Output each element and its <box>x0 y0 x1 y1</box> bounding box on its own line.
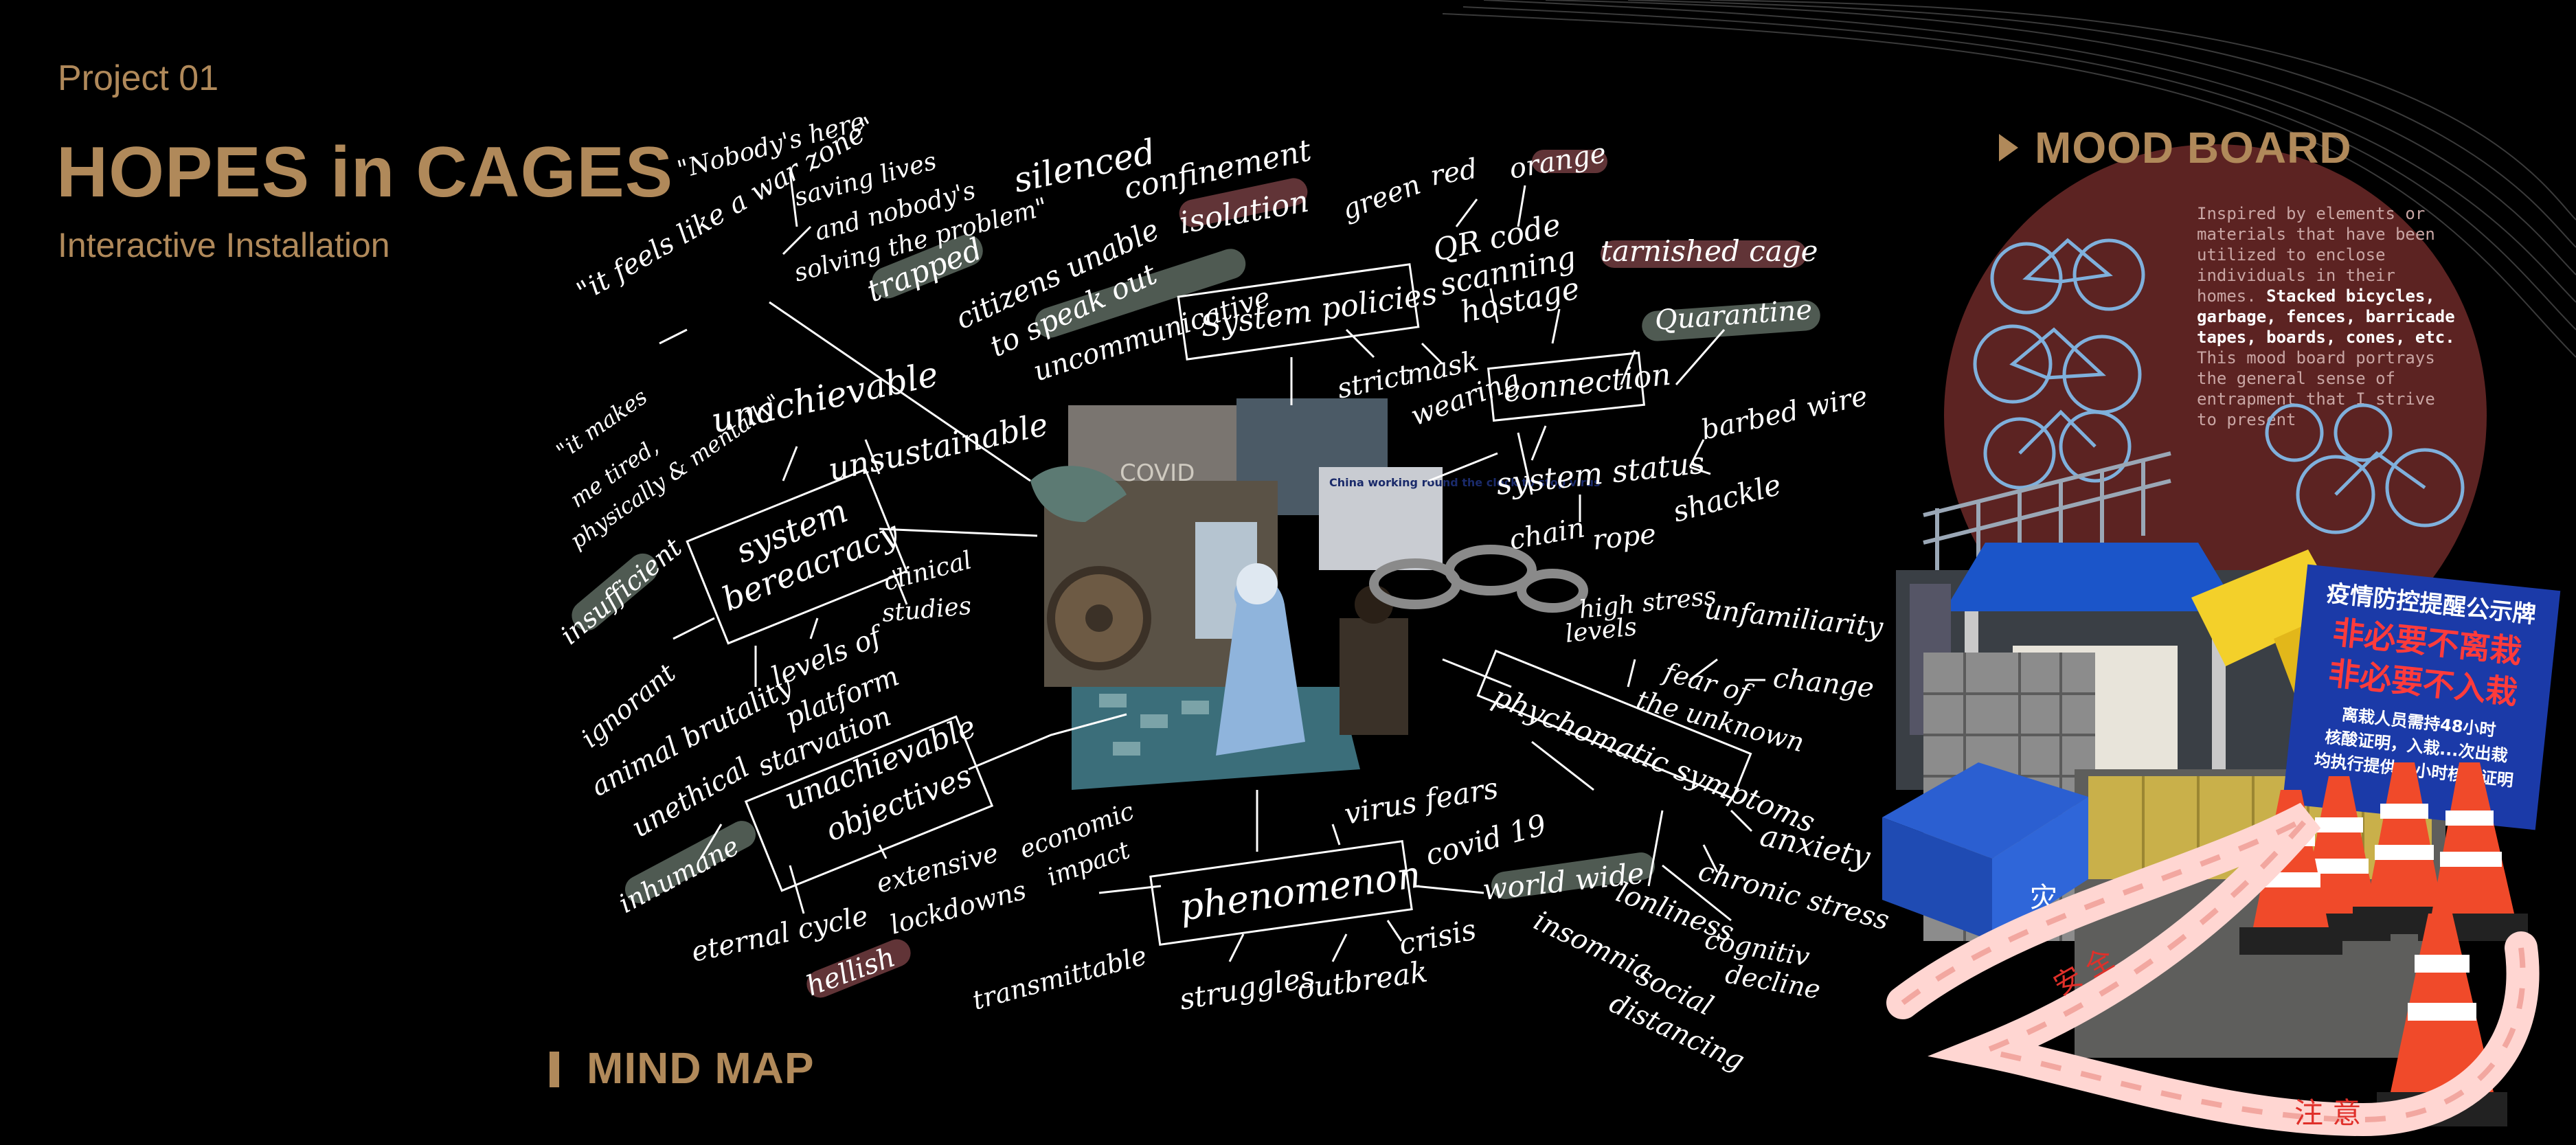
label-inhumane: inhumane <box>614 830 745 919</box>
stacked-bicycles-image <box>1973 238 2465 534</box>
page-title: HOPES in CAGES <box>56 133 674 212</box>
highlight-marks <box>572 150 1820 998</box>
mood-board-heading: MOOD BOARD <box>1999 122 2352 173</box>
mood-desc-bold: Stacked bicycles, garbage, fences, barri… <box>2197 286 2455 347</box>
label-barbed-wire: barbed wire <box>1699 381 1871 446</box>
decorative-swirl-lines <box>1442 0 2576 358</box>
label-strict: strict <box>1335 359 1414 405</box>
label-high-stress-2: levels <box>1564 613 1638 648</box>
label-insufficient: insufficient <box>555 532 688 650</box>
label-chain: chain <box>1507 512 1588 556</box>
label-transmittable: transmittable <box>969 940 1150 1016</box>
fence-image <box>1923 451 2171 584</box>
label-system-policies: System policies <box>1198 276 1439 344</box>
tape-text-2: 注 意 <box>2294 1096 2361 1130</box>
label-unfamiliarity: unfamiliarity <box>1703 593 1886 644</box>
blue-tent-image: 灾 <box>1882 762 2088 941</box>
label-change: change <box>1772 662 1875 704</box>
label-hellish: hellish <box>802 941 900 1002</box>
label-system-status: system status <box>1495 445 1706 502</box>
label-crisis: crisis <box>1396 912 1479 962</box>
traffic-cones-image <box>2239 762 2528 1126</box>
label-rope: rope <box>1591 519 1658 556</box>
label-green: green <box>1338 169 1425 227</box>
label-outbreak: outbreak <box>1295 955 1430 1006</box>
mind-map-heading: MIND MAP <box>550 1043 815 1093</box>
label-orange: orange <box>1507 137 1609 185</box>
mood-desc-rest: This mood board portrays the general sen… <box>2197 348 2435 429</box>
label-clinical-2: studies <box>881 592 973 628</box>
label-anxiety: anxiety <box>1757 818 1874 876</box>
center-news-caption: China working round the clock to stop vi… <box>1329 476 1601 489</box>
label-phenomenon: phenomenon <box>1177 852 1423 929</box>
project-label: Project 01 <box>58 58 219 98</box>
mind-map-title: MIND MAP <box>587 1043 815 1093</box>
bar-icon <box>550 1052 559 1087</box>
node-boxes <box>686 263 1752 946</box>
label-red: red <box>1428 153 1480 192</box>
mood-board-title: MOOD BOARD <box>2035 123 2352 172</box>
center-collage-image: China working round the clock to stop vi… <box>1030 398 1601 790</box>
label-tarnished-cage: tarnished cage <box>1601 234 1818 268</box>
page-subtitle: Interactive Installation <box>58 226 390 264</box>
mind-map: China working round the clock to stop vi… <box>552 107 1889 1077</box>
epidemic-notice-sign: 疫情防控提醒公示牌 非必要不离栽 非必要不入栽 离栽人员需持48小时 核酸证明，… <box>2282 564 2561 830</box>
label-virus-fears: virus fears <box>1342 771 1500 831</box>
label-insomnia: insomnia <box>1529 905 1657 986</box>
mood-board-collage: 疫情防控提醒公示牌 非必要不离栽 非必要不入栽 离栽人员需持48小时 核酸证明，… <box>1882 238 2561 1137</box>
mood-desc-plain: Inspired by elements or materials that h… <box>2197 204 2435 306</box>
mood-board-description: Inspired by elements or materials that h… <box>2197 203 2458 430</box>
label-clinical-1: clinical <box>881 546 975 597</box>
label-unachievable: unachievable <box>708 354 941 441</box>
center-sign-text: COVID <box>1120 460 1195 487</box>
label-covid19: covid 19 <box>1422 808 1550 872</box>
triangle-icon <box>1999 134 2018 161</box>
